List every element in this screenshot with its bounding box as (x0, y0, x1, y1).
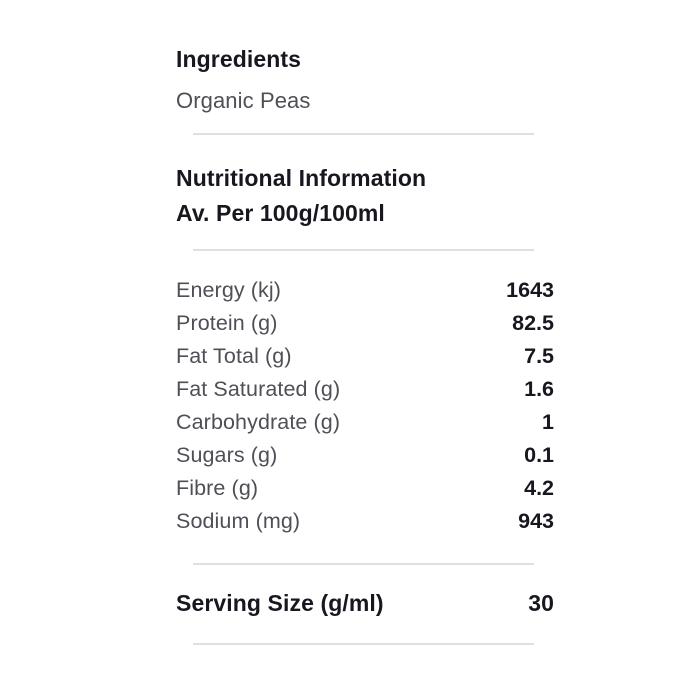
nutrition-table: Energy (kj) 1643 Protein (g) 82.5 Fat Total … (176, 274, 554, 538)
nutrient-label: Sugars (g) (176, 443, 278, 467)
nutrition-subtitle: Av. Per 100g/100ml (176, 200, 385, 226)
nutrient-value: 7.5 (524, 344, 554, 368)
nutrition-title: Nutritional Information (176, 165, 427, 191)
nutrient-label: Fat Saturated (g) (176, 377, 341, 401)
nutrient-value: 82.5 (512, 311, 554, 335)
nutrition-row: Energy (kj) 1643 (176, 274, 554, 307)
serving-size-value: 30 (528, 590, 554, 616)
nutrient-label: Fibre (g) (176, 476, 259, 500)
nutrient-label: Energy (kj) (176, 278, 282, 302)
divider (193, 249, 534, 251)
product-info-panel: Ingredients Organic Peas Nutritional Inf… (176, 46, 554, 645)
nutrient-value: 943 (518, 509, 554, 533)
nutrient-value: 0.1 (524, 443, 554, 467)
serving-size-row: Serving Size (g/ml) 30 (176, 590, 554, 617)
nutrient-value: 1 (542, 410, 554, 434)
divider (193, 133, 534, 135)
divider (193, 643, 534, 645)
nutrition-row: Sugars (g) 0.1 (176, 439, 554, 472)
nutrient-value: 4.2 (524, 476, 554, 500)
nutrient-value: 1643 (506, 278, 554, 302)
nutrient-label: Protein (g) (176, 311, 278, 335)
nutrient-label: Sodium (mg) (176, 509, 301, 533)
serving-size-label: Serving Size (g/ml) (176, 590, 384, 616)
nutrition-row: Fat Saturated (g) 1.6 (176, 373, 554, 406)
ingredients-text: Organic Peas (176, 88, 311, 113)
nutrition-row: Carbohydrate (g) 1 (176, 406, 554, 439)
nutrient-value: 1.6 (524, 377, 554, 401)
nutrition-row: Fat Total (g) 7.5 (176, 340, 554, 373)
ingredients-title: Ingredients (176, 46, 302, 72)
nutrient-label: Fat Total (g) (176, 344, 292, 368)
nutrition-row: Fibre (g) 4.2 (176, 472, 554, 505)
nutrition-row: Sodium (mg) 943 (176, 505, 554, 538)
nutrient-label: Carbohydrate (g) (176, 410, 341, 434)
divider (193, 563, 534, 565)
nutrition-heading: Nutritional Information Av. Per 100g/100… (176, 161, 554, 231)
nutrition-row: Protein (g) 82.5 (176, 307, 554, 340)
